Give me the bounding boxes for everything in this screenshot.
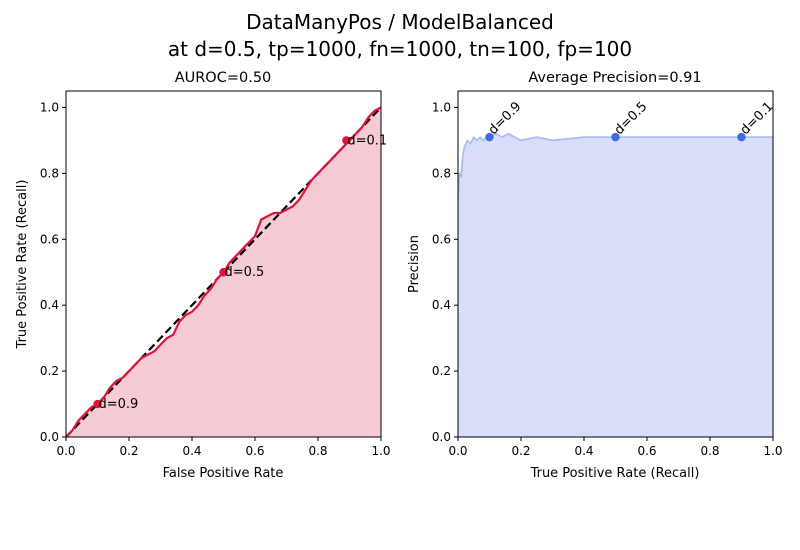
roc-x-tick-label-0: 0.0 (56, 444, 75, 458)
roc-x-tick-label-1: 0.2 (119, 444, 138, 458)
pr-area-fill (458, 133, 773, 437)
pr-y-tick-label-2: 0.4 (432, 298, 451, 312)
roc-y-tick-label-2: 0.4 (40, 298, 59, 312)
pr-x-tick-label-2: 0.4 (574, 444, 593, 458)
figure-title-line-2: at d=0.5, tp=1000, fn=1000, tn=100, fp=1… (168, 37, 632, 61)
pr-y-tick-label-5: 1.0 (432, 100, 451, 114)
roc-threshold-label-2: d=0.1 (347, 133, 387, 148)
roc-y-tick-label-4: 0.8 (40, 166, 59, 180)
roc-y-tick-label-3: 0.6 (40, 232, 59, 246)
pr-curve (458, 132, 773, 200)
roc-threshold-label-1: d=0.5 (225, 265, 265, 280)
pr-x-tick-label-3: 0.6 (637, 444, 656, 458)
pr-x-tick-label-5: 1.0 (763, 444, 782, 458)
pr-x-axis-label: True Positive Rate (Recall) (530, 466, 700, 481)
roc-threshold-point-0 (93, 399, 102, 409)
pr-y-tick-label-4: 0.8 (432, 166, 451, 180)
pr-x-tick-label-4: 0.8 (700, 444, 719, 458)
roc-y-axis-label: True Positive Rate (Recall) (15, 180, 30, 350)
pr-threshold-point-2 (737, 132, 746, 142)
pr-y-tick-label-0: 0.0 (432, 430, 451, 444)
pr-plot-area (458, 132, 773, 437)
pr-x-tick-label-0: 0.0 (448, 444, 467, 458)
pr-y-tick-label-1: 0.2 (432, 364, 451, 378)
pr-threshold-point-0 (485, 132, 494, 142)
roc-y-tick-label-0: 0.0 (40, 430, 59, 444)
roc-threshold-point-2 (342, 136, 351, 145)
roc-x-tick-label-4: 0.8 (308, 444, 327, 458)
roc-threshold-label-0: d=0.9 (99, 397, 139, 412)
roc-axes-frame (65, 90, 382, 438)
roc-threshold-point-1 (219, 268, 228, 277)
roc-x-tick-label-2: 0.4 (182, 444, 201, 458)
pr-axes-frame (457, 90, 774, 438)
pr-threshold-point-1 (611, 132, 620, 142)
roc-x-axis-label: False Positive Rate (163, 466, 284, 481)
pr-title: Average Precision=0.91 (528, 70, 701, 86)
roc-title: AUROC=0.50 (175, 70, 272, 86)
roc-panel: AUROC=0.50 False Positive Rate True Posi… (15, 70, 391, 481)
roc-x-tick-label-3: 0.6 (245, 444, 264, 458)
roc-y-tick-label-5: 1.0 (40, 100, 59, 114)
figure-title-line-1: DataManyPos / ModelBalanced (246, 10, 554, 34)
pr-x-tick-label-1: 0.2 (511, 444, 530, 458)
roc-x-tick-label-5: 1.0 (371, 444, 390, 458)
roc-y-tick-label-1: 0.2 (40, 364, 59, 378)
pr-y-axis-label: Precision (407, 235, 422, 293)
pr-y-tick-label-3: 0.6 (432, 232, 451, 246)
